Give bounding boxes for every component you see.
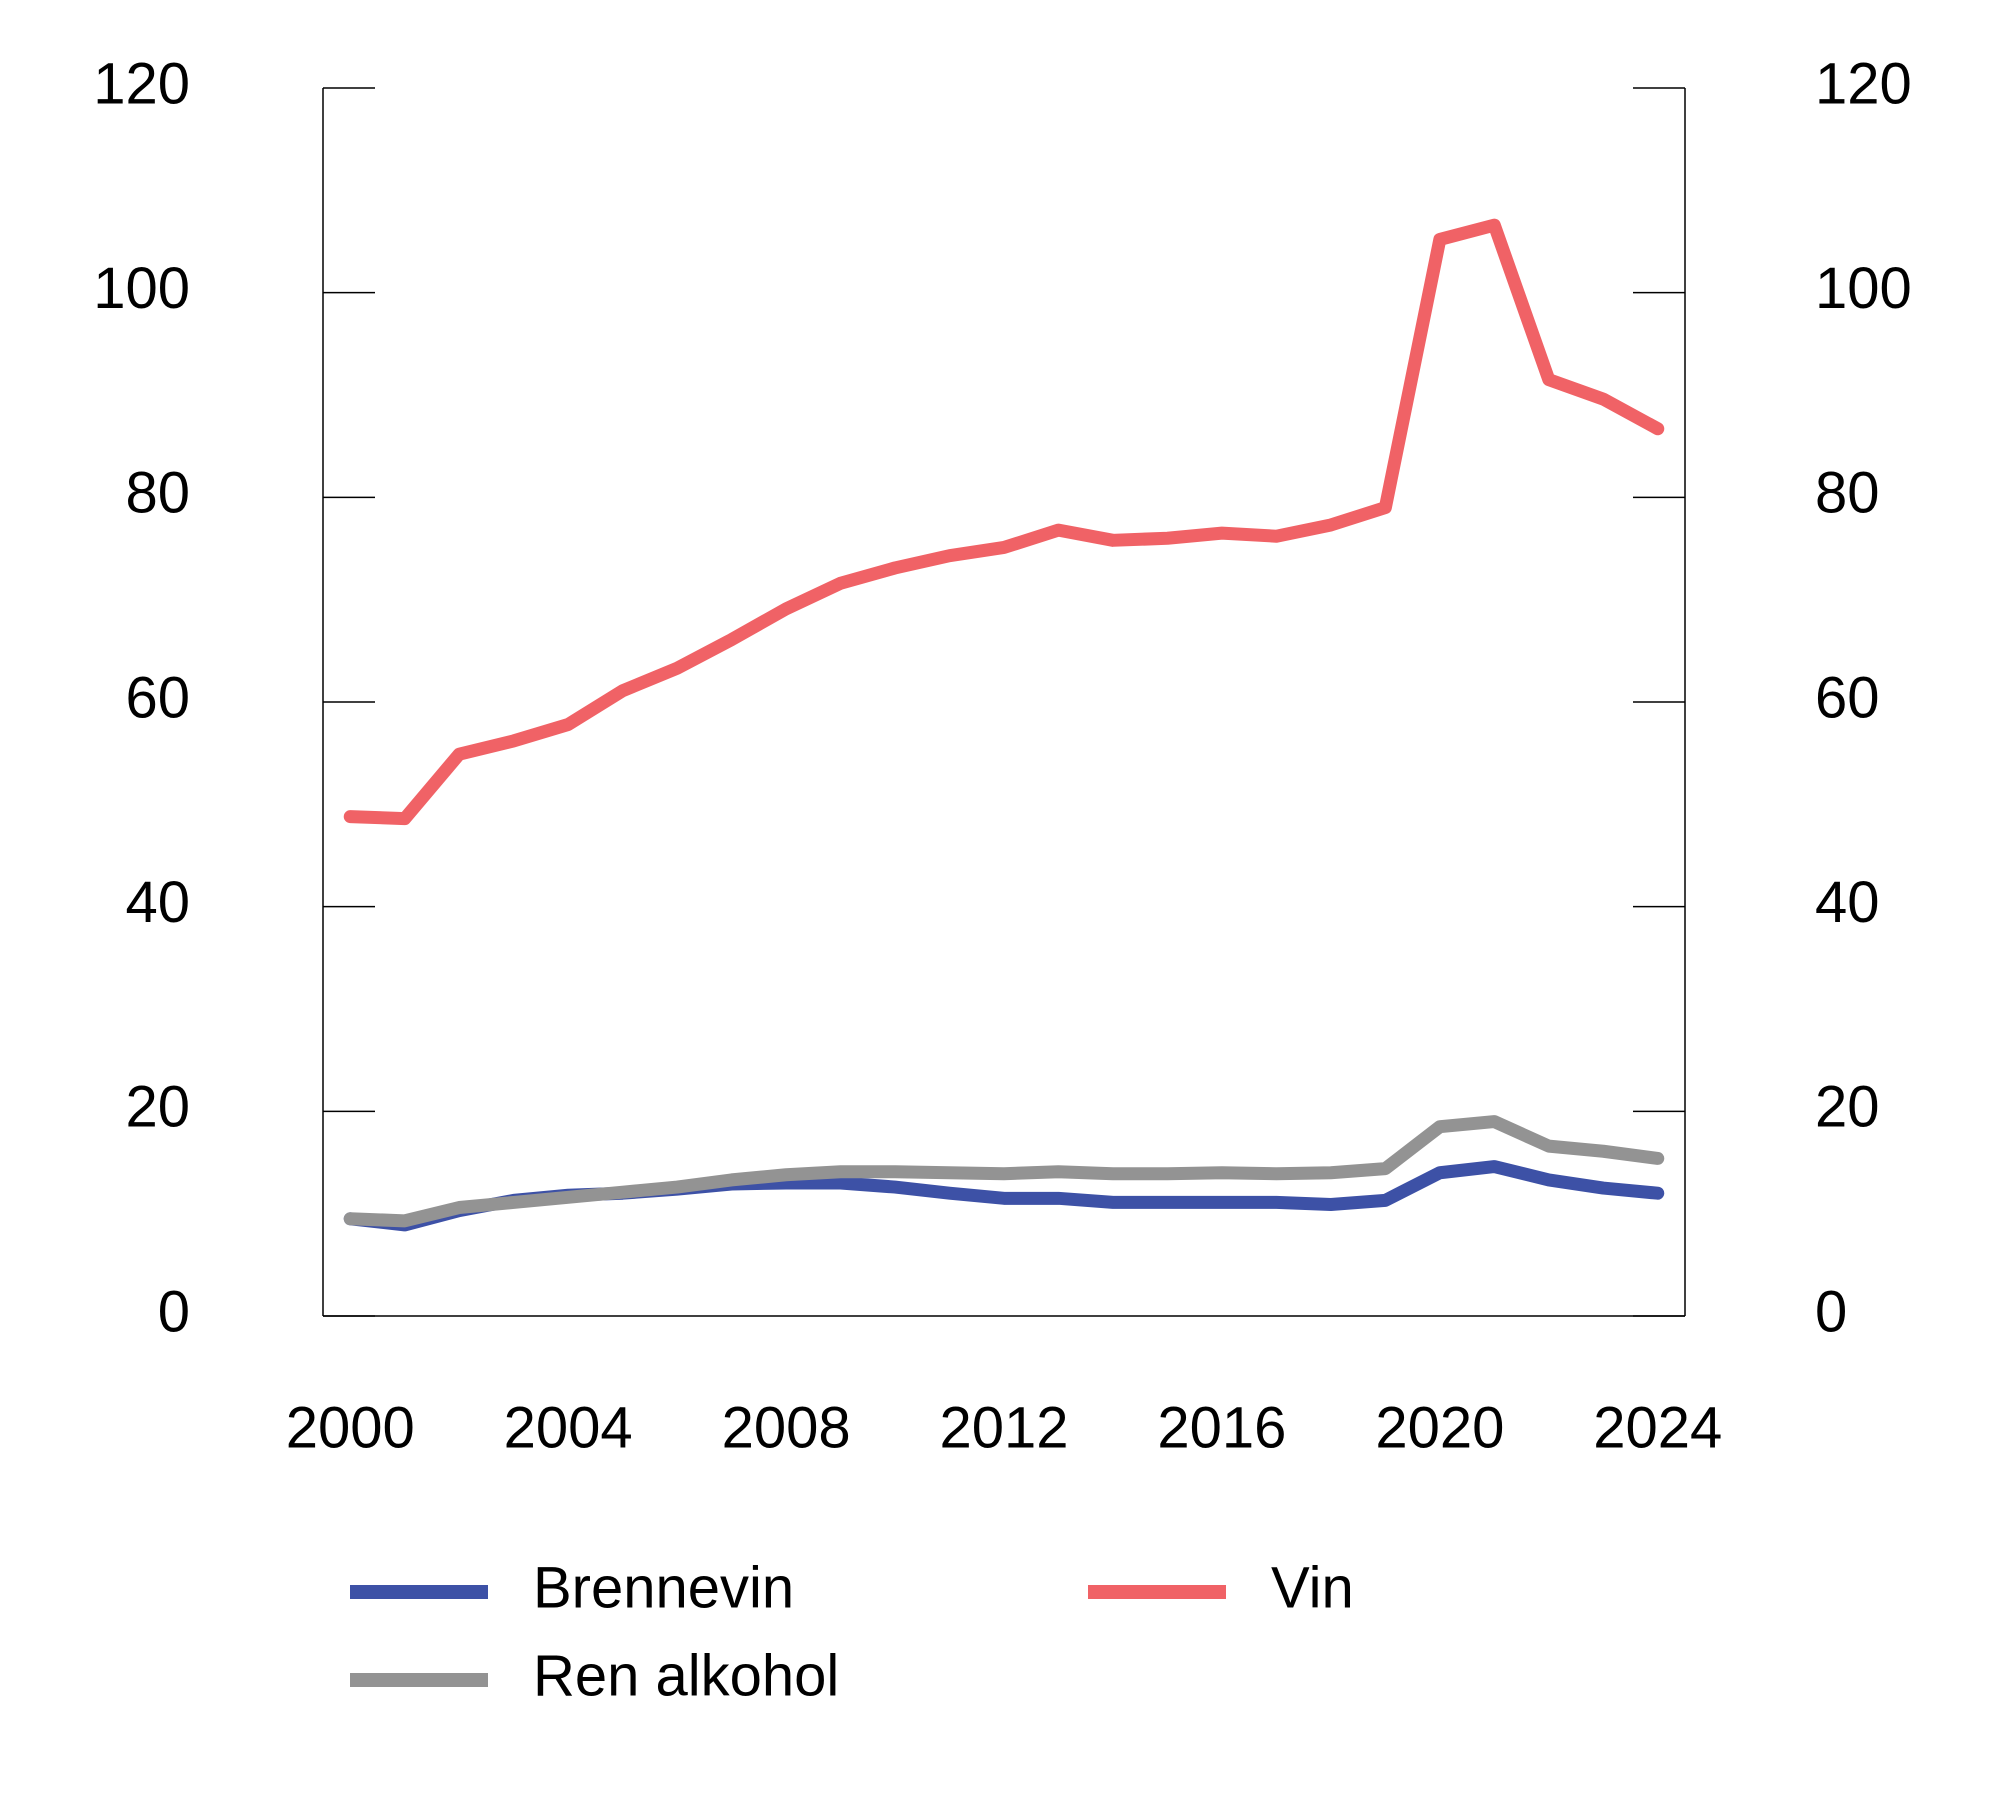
- y2-tick-label: 20: [1815, 1075, 1880, 1140]
- y-tick-label: 20: [125, 1075, 190, 1140]
- y2-tick-label: 40: [1815, 870, 1880, 935]
- x-tick-label: 2024: [1593, 1395, 1722, 1460]
- y-tick-label: 100: [93, 256, 190, 321]
- y2-tick-label: 100: [1815, 256, 1912, 321]
- y2-tick-label: 60: [1815, 665, 1880, 730]
- y-tick-label: 120: [93, 51, 190, 116]
- y2-tick-label: 80: [1815, 461, 1880, 526]
- y-tick-label: 60: [125, 665, 190, 730]
- series-line: [343, 218, 1665, 826]
- y-tick-label: 80: [125, 461, 190, 526]
- x-tick-label: 2012: [939, 1395, 1068, 1460]
- legend-label: Ren alkohol: [533, 1643, 839, 1708]
- legend-label: Brennevin: [533, 1555, 794, 1620]
- y-tick-label: 40: [125, 870, 190, 935]
- y2-tick-label: 120: [1815, 51, 1912, 116]
- x-tick-label: 2020: [1375, 1395, 1504, 1460]
- y-tick-label: 0: [158, 1279, 190, 1344]
- x-tick-label: 2000: [286, 1395, 415, 1460]
- legend-label: Vin: [1271, 1555, 1354, 1620]
- y2-tick-label: 0: [1815, 1279, 1847, 1344]
- x-tick-label: 2004: [504, 1395, 633, 1460]
- x-tick-label: 2016: [1157, 1395, 1286, 1460]
- series-line: [343, 1115, 1665, 1228]
- x-tick-label: 2008: [722, 1395, 851, 1460]
